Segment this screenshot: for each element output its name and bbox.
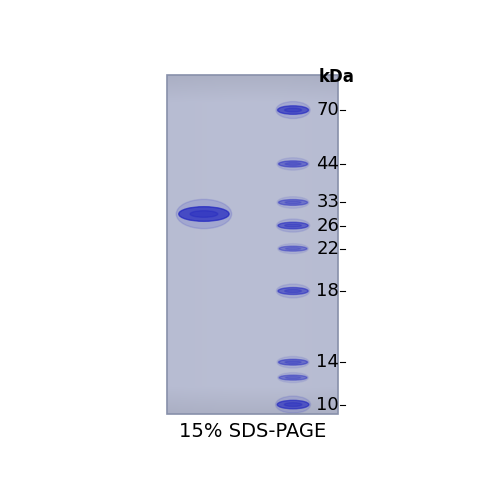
Ellipse shape	[285, 224, 302, 227]
Text: 10: 10	[316, 396, 339, 413]
Ellipse shape	[284, 108, 302, 112]
Text: 44: 44	[316, 155, 340, 173]
Ellipse shape	[278, 106, 308, 114]
Ellipse shape	[285, 162, 301, 166]
Bar	[167, 76, 338, 414]
Text: 15% SDS-PAGE: 15% SDS-PAGE	[179, 422, 326, 441]
Text: 22: 22	[316, 240, 340, 258]
Text: 14: 14	[316, 353, 339, 371]
Ellipse shape	[276, 284, 310, 298]
Ellipse shape	[277, 400, 309, 409]
Ellipse shape	[278, 200, 308, 205]
Ellipse shape	[276, 396, 310, 413]
Ellipse shape	[190, 210, 218, 218]
Ellipse shape	[276, 219, 310, 232]
Ellipse shape	[285, 290, 302, 292]
Ellipse shape	[277, 356, 309, 368]
Text: 26: 26	[316, 216, 339, 234]
Ellipse shape	[277, 158, 309, 170]
Ellipse shape	[284, 402, 302, 406]
Text: 33: 33	[316, 194, 340, 212]
Ellipse shape	[278, 244, 308, 254]
Ellipse shape	[279, 246, 307, 251]
Ellipse shape	[277, 196, 309, 208]
Ellipse shape	[286, 376, 300, 379]
Ellipse shape	[278, 222, 308, 229]
Text: 70: 70	[316, 101, 339, 119]
Ellipse shape	[179, 206, 229, 222]
Ellipse shape	[285, 201, 301, 203]
Ellipse shape	[176, 200, 232, 228]
Ellipse shape	[278, 161, 308, 167]
Ellipse shape	[278, 288, 308, 294]
Ellipse shape	[286, 248, 300, 250]
Ellipse shape	[278, 372, 308, 382]
Ellipse shape	[276, 102, 310, 118]
Text: kDa: kDa	[318, 68, 354, 86]
Ellipse shape	[278, 360, 308, 365]
Ellipse shape	[285, 361, 301, 364]
Ellipse shape	[279, 375, 307, 380]
Text: 18: 18	[316, 282, 339, 300]
